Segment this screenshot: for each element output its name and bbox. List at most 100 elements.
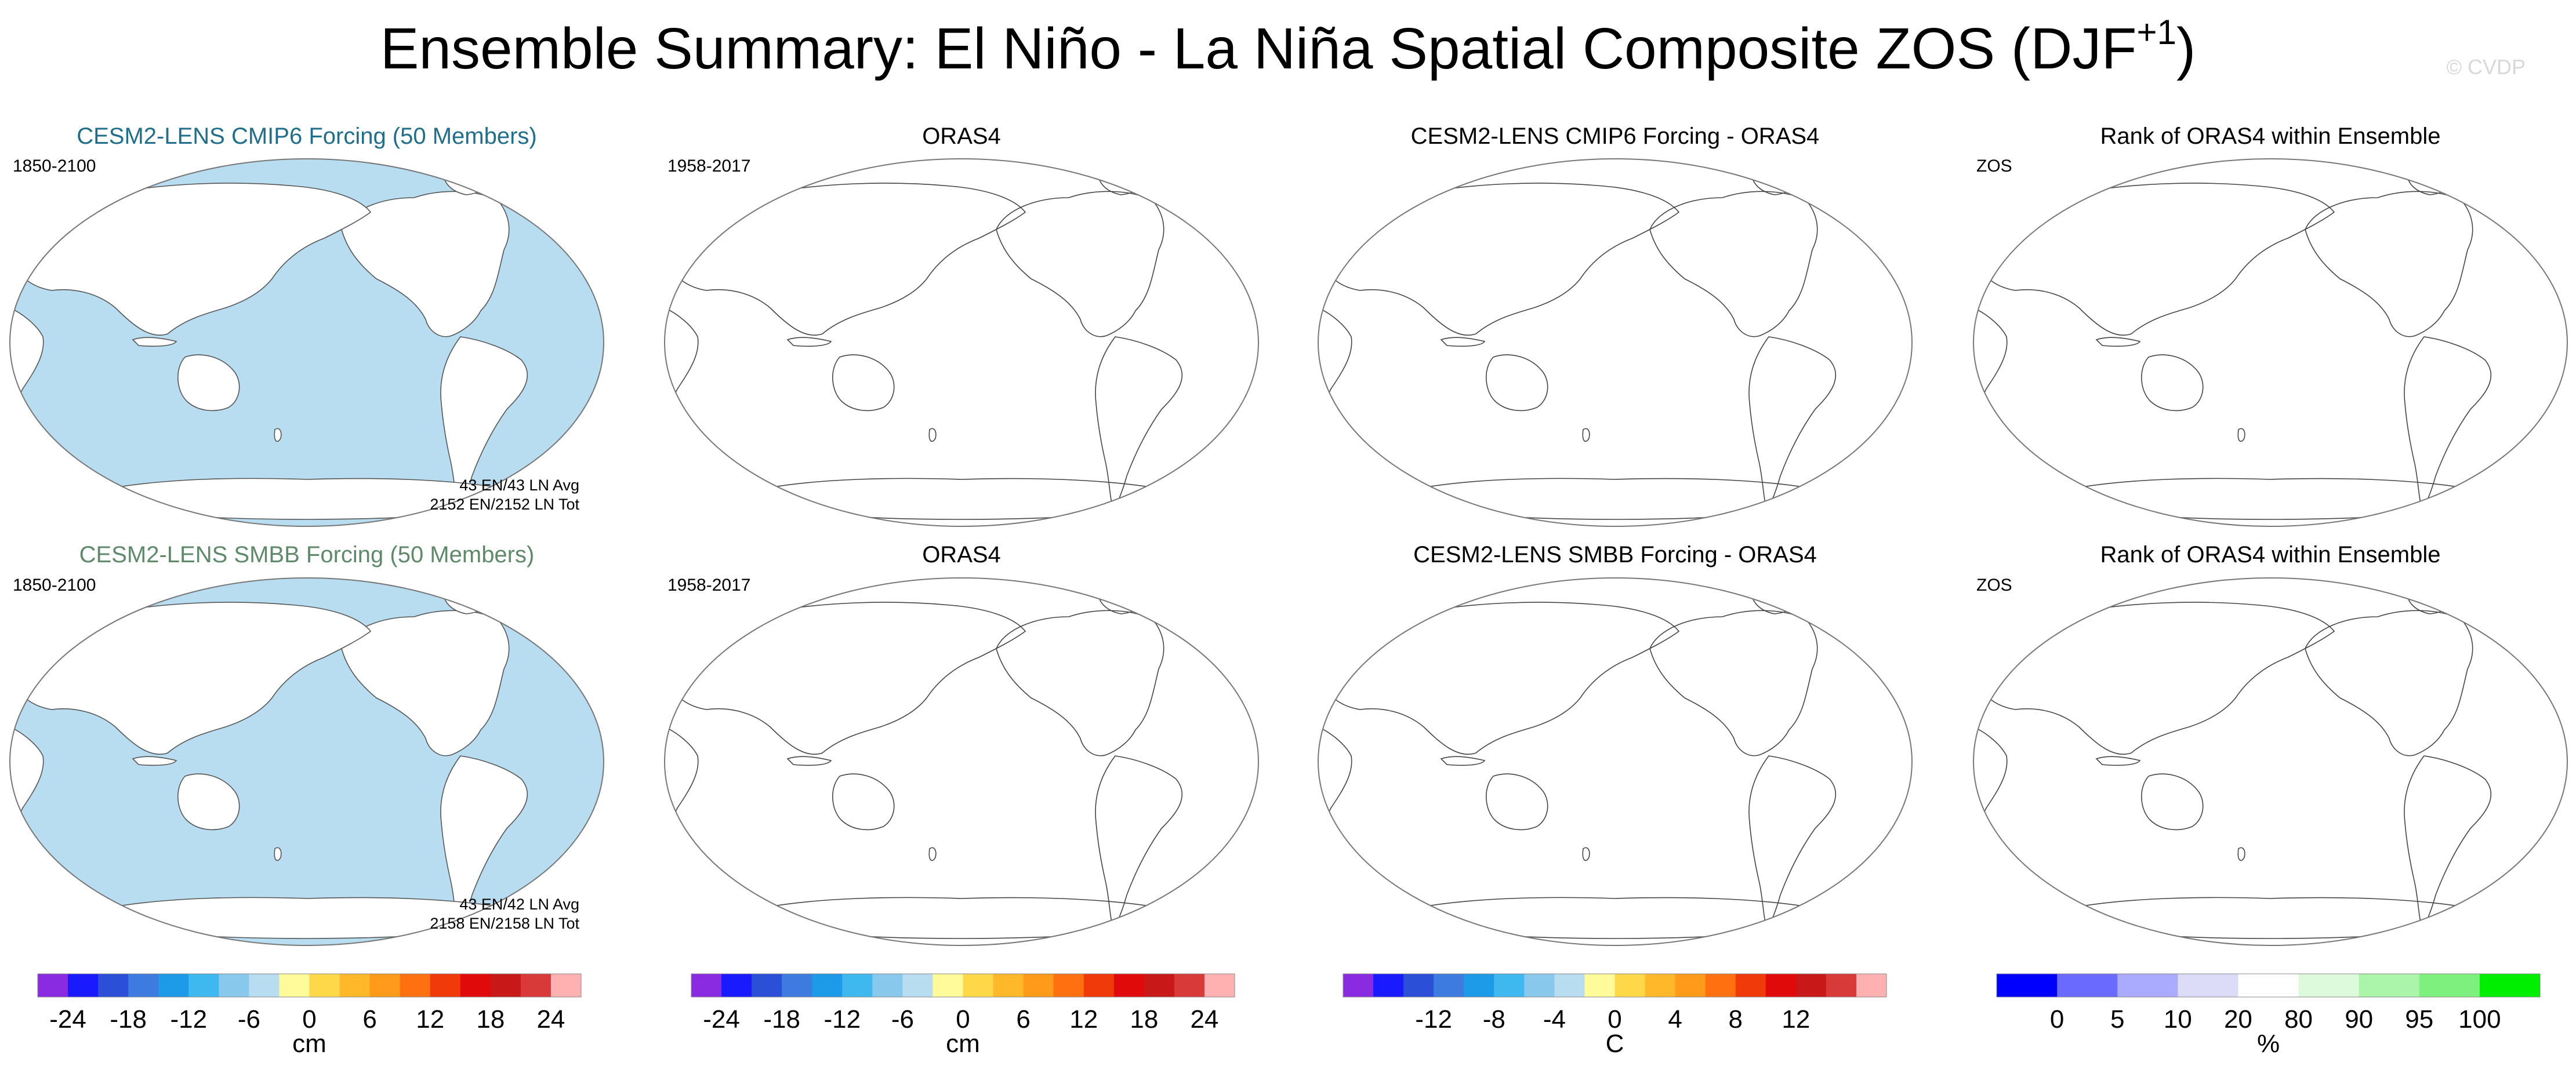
- colorbar-tick-label: 0: [302, 1005, 316, 1034]
- colorbar-tick-label: 0: [956, 1005, 970, 1034]
- world-map: [664, 158, 1259, 527]
- colorbar-swatch: [1856, 974, 1887, 997]
- panel-left-label: 1850-2100: [13, 576, 96, 595]
- colorbar-tick-label: 90: [2345, 1005, 2373, 1034]
- colorbar-swatch: [1464, 974, 1494, 997]
- world-map: [9, 577, 604, 946]
- panel-left-label: 1958-2017: [667, 157, 750, 176]
- colorbar-swatch: [2117, 974, 2178, 997]
- colorbar-swatch: [812, 974, 843, 997]
- colorbar-tick-label: 5: [2110, 1005, 2124, 1034]
- colorbar-tick-label: -12: [823, 1005, 861, 1034]
- colorbar-swatch: [550, 974, 582, 997]
- colorbar-tick-label: -12: [1415, 1005, 1452, 1034]
- colorbar-swatch: [249, 974, 280, 997]
- colorbar-tick-label: 20: [2224, 1005, 2252, 1034]
- colorbar-swatch: [1705, 974, 1736, 997]
- colorbar-swatch: [38, 974, 68, 997]
- map-outline: [664, 577, 1259, 946]
- colorbar-swatch: [902, 974, 933, 997]
- colorbar-swatch: [1343, 974, 1374, 997]
- land-mask: [10, 168, 528, 520]
- colorbar-swatch: [98, 974, 129, 997]
- colorbar-swatch: [1795, 974, 1827, 997]
- colorbar-tick-label: -8: [1483, 1005, 1505, 1034]
- colorbar-tick-label: 18: [476, 1005, 505, 1034]
- map-panel: CESM2-LENS CMIP6 Forcing (50 Members) 185…: [9, 123, 604, 527]
- colorbar-swatch: [1675, 974, 1706, 997]
- colorbar-unit: cm: [946, 1029, 980, 1058]
- colorbar-frame: [1996, 973, 2541, 998]
- colorbar-swatch: [752, 974, 782, 997]
- world-map: [9, 158, 604, 527]
- panel-left-label: 1958-2017: [667, 576, 750, 595]
- map-outline: [1318, 158, 1913, 527]
- colorbar-tick-label: 100: [2458, 1005, 2501, 1034]
- colorbar: -24 -18 -12 -6 0 6 12 18 24 cm: [37, 973, 582, 1058]
- land-mask: [10, 587, 528, 939]
- colorbar-tick-label: -18: [110, 1005, 147, 1034]
- colorbar-frame: [1343, 973, 1887, 998]
- colorbar-swatch: [1434, 974, 1464, 997]
- colorbar-swatch: [2298, 974, 2360, 997]
- colorbar-swatch: [158, 974, 189, 997]
- colorbar-tick-label: 12: [416, 1005, 444, 1034]
- panel-title: ORAS4: [922, 542, 1001, 567]
- colorbar-swatch: [2479, 974, 2541, 997]
- colorbar: 0 5 10 20 80 90 95 100%: [1996, 973, 2541, 1058]
- figure-title: Ensemble Summary: El Niño - La Niña Spat…: [380, 13, 2196, 81]
- colorbar-swatch: [691, 974, 722, 997]
- colorbar-tick-label: 24: [1190, 1005, 1218, 1034]
- colorbar-swatch: [2359, 974, 2420, 997]
- panel-left-label: ZOS: [1976, 576, 2012, 595]
- colorbar-swatch: [2057, 974, 2118, 997]
- colorbar-tick-label: -24: [703, 1005, 740, 1034]
- colorbar-swatch: [842, 974, 873, 997]
- map-panel: CESM2-LENS CMIP6 Forcing - ORAS4: [1318, 123, 1913, 527]
- colorbar-row: -24 -18 -12 -6 0 6 12 18 24 cm -24 -18 -12 -6 0 6 12 18 24…: [37, 973, 2541, 1058]
- colorbar-swatch: [1765, 974, 1797, 997]
- panel-title: ORAS4: [922, 123, 1001, 149]
- map-panel: CESM2-LENS SMBB Forcing (50 Members) 1850…: [9, 542, 604, 946]
- world-map: [664, 577, 1259, 946]
- colorbar-tick-label: 0: [2050, 1005, 2064, 1034]
- world-map: [1973, 158, 2568, 527]
- colorbar-tick-label: 8: [1728, 1005, 1742, 1034]
- colorbar-swatch: [933, 974, 963, 997]
- map-panel: Rank of ORAS4 within Ensemble ZOS: [1973, 123, 2568, 527]
- map-outline: [9, 577, 604, 946]
- colorbar-tick-label: 95: [2405, 1005, 2433, 1034]
- colorbar-swatch: [1204, 974, 1235, 997]
- colorbar-swatch: [2238, 974, 2299, 997]
- colorbar-swatch: [1735, 974, 1766, 997]
- colorbar-swatch: [963, 974, 994, 997]
- colorbar-unit: cm: [292, 1029, 326, 1058]
- panel-note: 2158 EN/2158 LN Tot: [430, 915, 579, 932]
- map-outline: [1318, 577, 1913, 946]
- colorbar-swatch: [1403, 974, 1434, 997]
- colorbar-tick-label: 6: [1016, 1005, 1030, 1034]
- map-panel: Rank of ORAS4 within Ensemble ZOS: [1973, 542, 2568, 946]
- colorbar-swatch: [1494, 974, 1525, 997]
- colorbar-tick-label: -12: [170, 1005, 207, 1034]
- colorbar-frame: [37, 973, 582, 998]
- panel-title: Rank of ORAS4 within Ensemble: [2100, 542, 2441, 567]
- colorbar-swatch: [1826, 974, 1857, 997]
- map-outline: [9, 158, 604, 527]
- colorbar-swatch: [1174, 974, 1205, 997]
- colorbar-swatch: [309, 974, 340, 997]
- colorbar-tick-label: 0: [1608, 1005, 1621, 1034]
- panel-note: 43 EN/42 LN Avg: [459, 896, 579, 913]
- colorbar-swatch: [188, 974, 219, 997]
- colorbar-tick-label: -4: [1543, 1005, 1566, 1034]
- colorbar-tick-label: 12: [1069, 1005, 1098, 1034]
- colorbar-swatch: [2419, 974, 2480, 997]
- world-map: [1318, 158, 1913, 527]
- map-outline: [1973, 158, 2568, 527]
- colorbar-swatch: [339, 974, 371, 997]
- colorbar-swatch: [1113, 974, 1145, 997]
- world-map: [1318, 577, 1913, 946]
- colorbar-swatch: [460, 974, 491, 997]
- colorbar-tick-label: 10: [2164, 1005, 2192, 1034]
- colorbar-swatch: [520, 974, 552, 997]
